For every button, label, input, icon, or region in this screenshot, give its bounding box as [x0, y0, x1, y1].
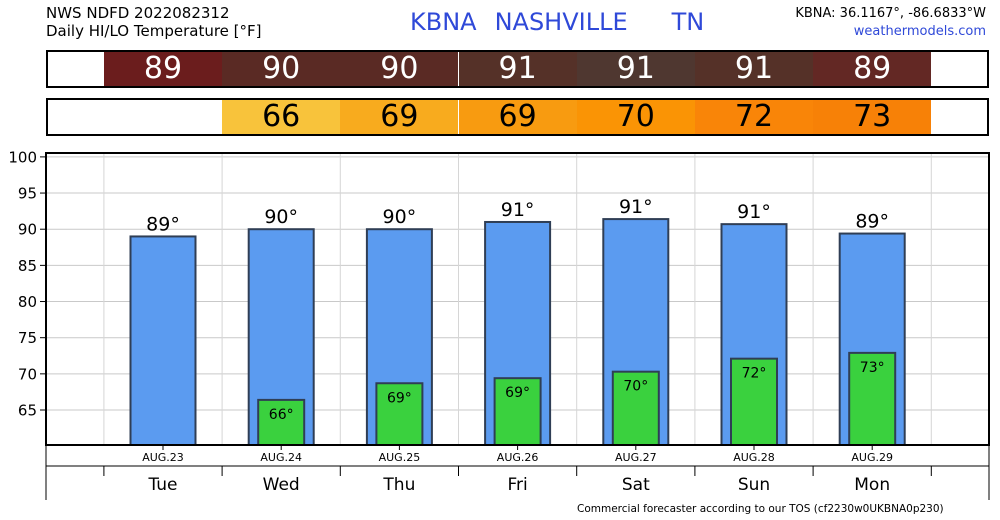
state-code: TN: [671, 8, 705, 36]
day-label: Sat: [622, 475, 650, 495]
hi-strip-cell: 89: [103, 52, 223, 86]
city-name: NASHVILLE: [494, 8, 628, 36]
footer-note: Commercial forecaster according to our T…: [577, 503, 944, 515]
low-temp-label: 69°: [387, 390, 412, 406]
low-temp-label: 66°: [269, 407, 294, 423]
y-tick-label: 85: [18, 257, 37, 275]
website-link[interactable]: weathermodels.com: [853, 24, 986, 39]
station-coordinates: KBNA: 36.1167°, -86.6833°W: [795, 6, 986, 21]
lo-strip-cell: 73: [813, 100, 932, 134]
date-label: AUG.24: [260, 451, 302, 464]
day-label: Mon: [854, 475, 890, 495]
high-temp-label: 91°: [619, 196, 653, 218]
low-temp-bar: [611, 370, 660, 446]
station-id: KBNA: [410, 8, 477, 36]
hi-strip-cell: 90: [340, 52, 459, 86]
date-label: AUG.29: [851, 451, 893, 464]
high-temp-label: 91°: [501, 199, 535, 221]
date-label: AUG.28: [733, 451, 775, 464]
y-tick-label: 65: [18, 402, 37, 420]
y-tick-label: 80: [18, 293, 37, 311]
high-temp-label: 90°: [264, 206, 298, 228]
chart-subtitle: Daily HI/LO Temperature [°F]: [46, 22, 262, 40]
low-temp-label: 70°: [623, 379, 648, 395]
axes: 65 70 75 80 85 90 95 100 AUG.23 Tue AUG.24 Wed AUG.2…: [8, 148, 990, 500]
day-label: Sun: [738, 475, 770, 495]
date-label: AUG.25: [379, 451, 421, 464]
y-tick-label: 95: [18, 185, 37, 203]
high-temperature-strip: 89 90 90 91 91 91 89: [46, 50, 989, 88]
day-label: Fri: [507, 475, 527, 495]
lo-strip-cell: 69: [340, 100, 459, 134]
hi-strip-cell: 91: [576, 52, 695, 86]
day-label: Thu: [382, 475, 415, 495]
day-label: Wed: [263, 475, 300, 495]
low-temp-label: 72°: [742, 366, 767, 382]
low-temperature-strip: 66 69 69 70 72 73: [46, 98, 989, 136]
bars: 89° 90° 66° 90° 69° 91° 69° 91° 70° 91° 72° 89° 73°: [129, 196, 906, 446]
day-label: Tue: [147, 475, 177, 495]
y-tick-label: 75: [18, 329, 37, 347]
location-title: KBNA NASHVILLE TN: [410, 7, 704, 37]
y-tick-label: 90: [18, 221, 37, 239]
high-temp-label: 91°: [737, 201, 771, 223]
date-label: AUG.26: [497, 451, 539, 464]
hi-strip-cell: 89: [813, 52, 932, 86]
high-temp-bar: [129, 235, 197, 446]
lo-strip-cell: 72: [694, 100, 814, 134]
hi-strip-cell: 91: [694, 52, 814, 86]
date-label: AUG.23: [142, 451, 184, 464]
date-label: AUG.27: [615, 451, 657, 464]
y-tick-label: 70: [18, 365, 37, 383]
high-temp-label: 90°: [383, 206, 417, 228]
y-tick-label: 100: [8, 148, 37, 166]
high-temp-label: 89°: [146, 213, 180, 235]
low-temp-label: 69°: [505, 385, 530, 401]
hi-strip-cell: 90: [222, 52, 341, 86]
lo-strip-cell: 70: [576, 100, 695, 134]
hi-strip-cell: 91: [458, 52, 577, 86]
lo-strip-cell: [103, 100, 223, 134]
low-temp-label: 73°: [860, 360, 885, 376]
chart-title: NWS NDFD 2022082312: [46, 4, 230, 22]
lo-strip-cell: 66: [222, 100, 341, 134]
high-temp-label: 89°: [855, 211, 889, 233]
low-temp-bar: [257, 398, 306, 446]
lo-strip-cell: 69: [458, 100, 577, 134]
